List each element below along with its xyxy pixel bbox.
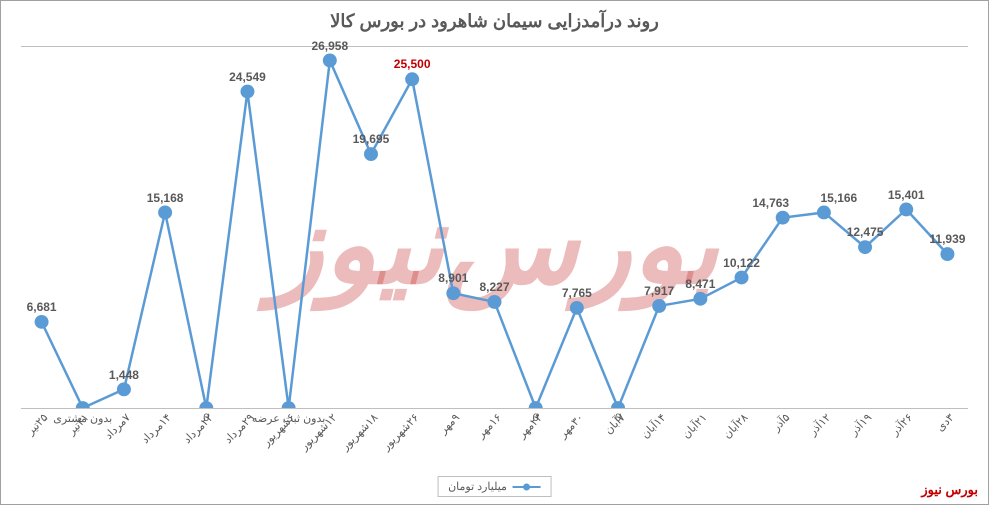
x-axis-labels: ۲۵تیر۳۱تیر۷مرداد۱۴مرداد۲۲مرداد۲۹مرداد۶شه… (21, 409, 968, 444)
chart-container: روند درآمدزایی سیمان شاهرود در بورس کالا… (0, 0, 989, 505)
x-axis-tick-label: ۱۶مهر (474, 411, 504, 441)
data-point-label: 26,958 (311, 39, 348, 53)
chart-legend: میلیارد تومان (437, 476, 552, 497)
data-point-label: 1,448 (109, 368, 139, 382)
data-point-label: 14,763 (752, 196, 789, 210)
plot-area: 6,681بدون مشتری1,44815,168024,549بدون ثب… (21, 46, 968, 409)
chart-title: روند درآمدزایی سیمان شاهرود در بورس کالا (1, 1, 988, 42)
data-point-label: 25,500 (394, 57, 431, 71)
x-axis-tick-label: ۲۹مرداد (222, 411, 257, 446)
x-axis-tick-label: ۷آبان (601, 411, 627, 437)
source-label: بورس نیوز (921, 482, 978, 498)
x-axis-tick-label: ۱۸شهریور (338, 411, 380, 453)
data-point-label: 24,549 (229, 70, 266, 84)
x-axis-tick-label: ۲۱آبان (680, 411, 710, 441)
data-point-label: 10,122 (723, 256, 760, 270)
data-point-label: 8,901 (438, 271, 468, 285)
x-axis-tick-label: ۹مهر (437, 411, 462, 436)
x-axis-tick-label: ۱۴آبان (638, 411, 668, 441)
data-point-label: 12,475 (847, 225, 884, 239)
data-point-label: 19,695 (353, 132, 390, 146)
x-axis-tick-label: ۱۴مرداد (139, 411, 174, 446)
x-axis-tick-label: ۲۲مرداد (180, 411, 215, 446)
x-axis-tick-label: ۳دی (934, 411, 957, 434)
x-axis-tick-label: ۷مرداد (102, 411, 133, 442)
x-axis-tick-label: ۱۲آذر (806, 411, 833, 438)
legend-marker (513, 486, 541, 488)
data-point-label: 15,166 (821, 191, 858, 205)
data-point-label: 6,681 (27, 300, 57, 314)
data-point-label: 11,939 (929, 232, 965, 246)
x-axis-tick-label: ۱۹آذر (847, 411, 874, 438)
x-axis-tick-label: ۳۱تیر (66, 411, 92, 437)
data-point-label: 8,471 (685, 277, 715, 291)
data-point-label: 7,917 (644, 284, 674, 298)
x-axis-tick-label: ۳۰مهر (556, 411, 586, 441)
x-axis-tick-label: ۲۳مهر (515, 411, 545, 441)
data-point-label: 7,765 (562, 286, 592, 300)
x-axis-tick-label: ۲۵تیر (24, 411, 50, 437)
x-axis-tick-label: ۵آذر (769, 411, 792, 434)
data-point-label: 8,227 (479, 280, 509, 294)
chart-area: بورس‌نیوز 6,681بدون مشتری1,44815,168024,… (21, 46, 968, 444)
chart-svg (21, 47, 968, 408)
legend-series-name: میلیارد تومان (448, 480, 507, 493)
x-axis-tick-label: ۲۶آذر (888, 411, 915, 438)
data-point-label: 15,401 (888, 188, 925, 202)
data-point-label: 15,168 (147, 191, 184, 205)
x-axis-tick-label: ۶شهریور (260, 411, 298, 449)
x-axis-tick-label: ۱۲شهریور (297, 411, 339, 453)
x-axis-tick-label: ۲۸آبان (721, 411, 751, 441)
x-axis-tick-label: ۲۶شهریور (379, 411, 421, 453)
